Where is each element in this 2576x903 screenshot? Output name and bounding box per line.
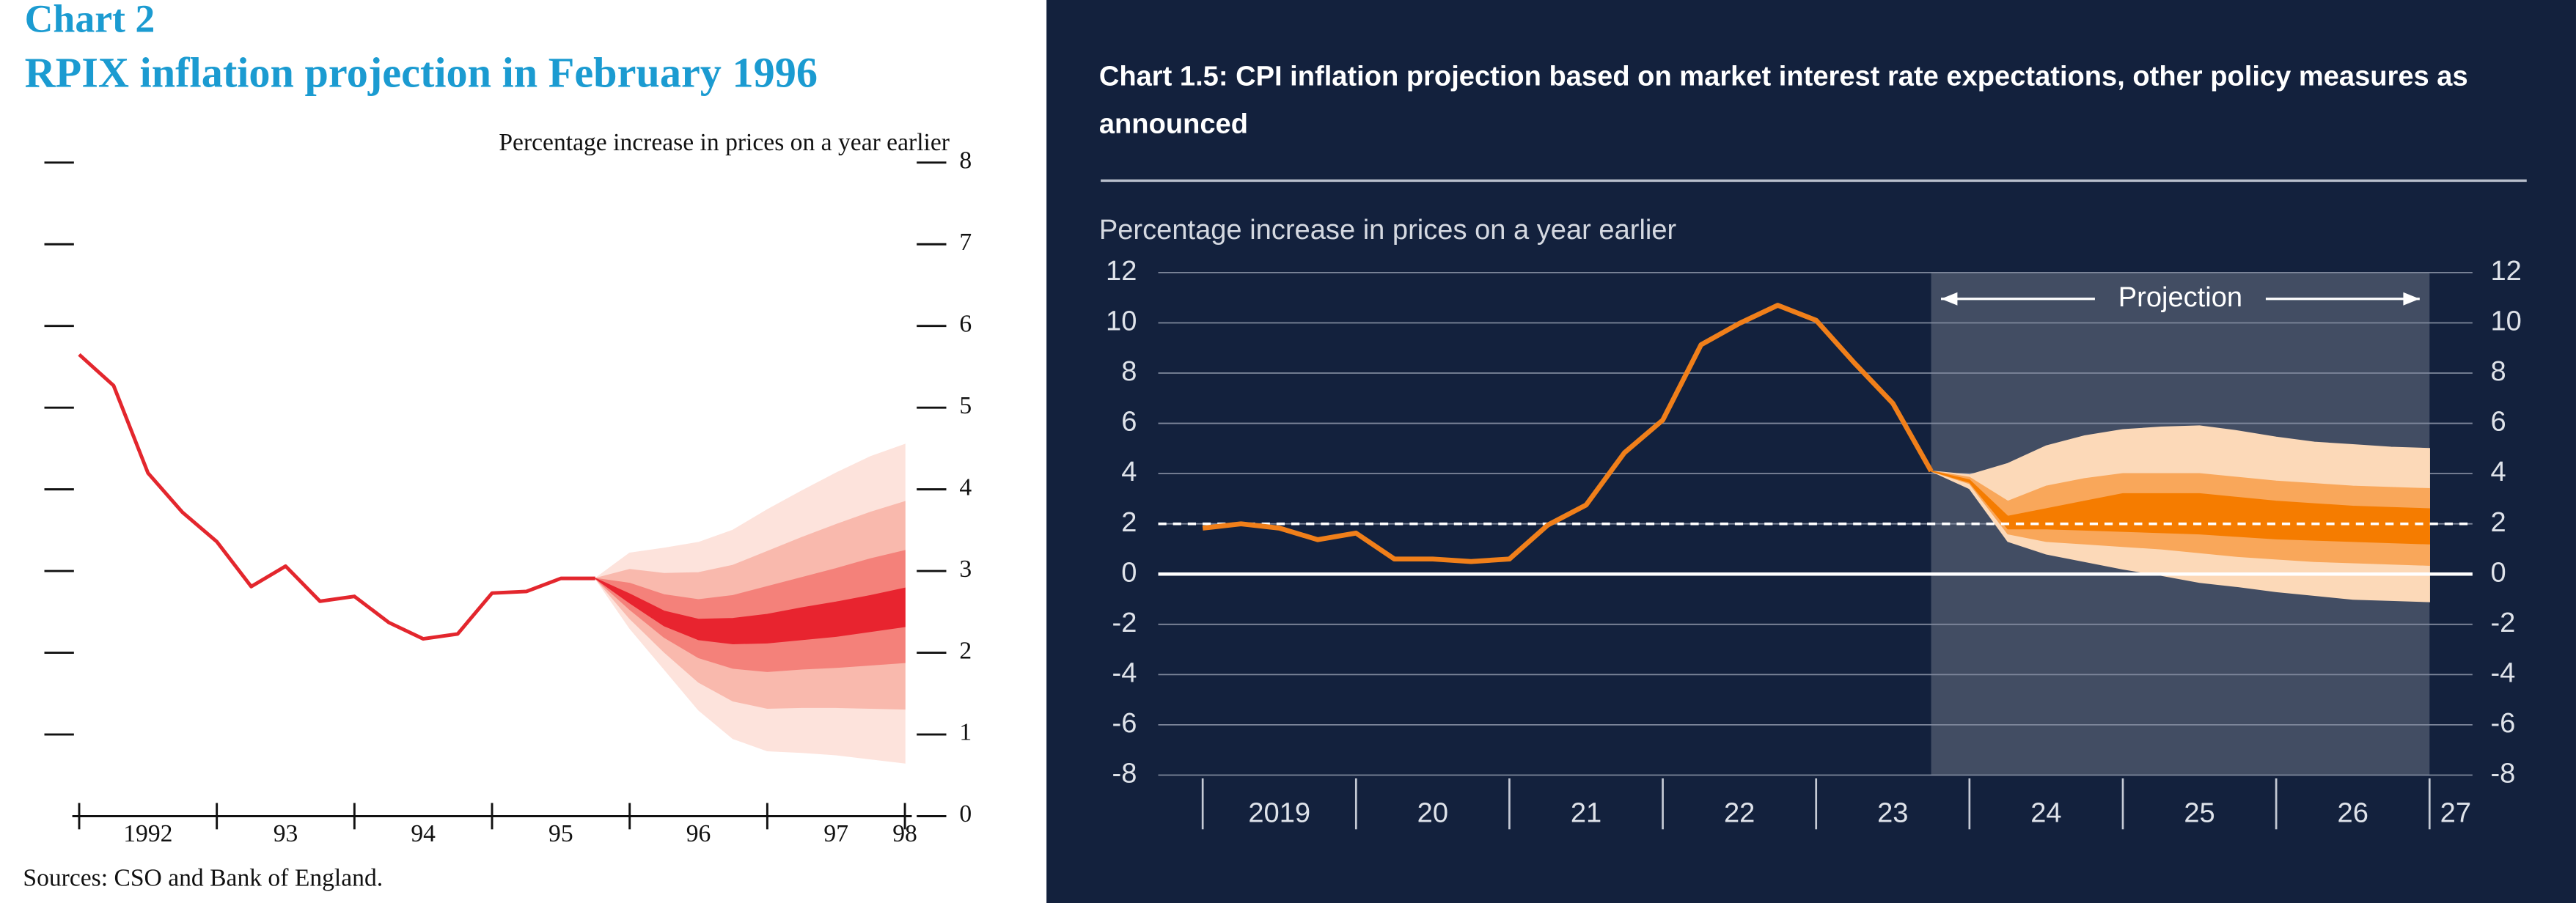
y-tick-label: -8 <box>2490 759 2515 789</box>
y-tick-label: -2 <box>2490 608 2515 638</box>
y-axis-label: Percentage increase in prices on a year … <box>499 129 950 156</box>
arrow-head <box>1941 292 1958 306</box>
x-tick-label: 22 <box>1724 797 1755 828</box>
y-tick-label: 2 <box>1121 507 1137 538</box>
left-chart: Chart 2 RPIX inflation projection in Feb… <box>0 0 1047 903</box>
chart-title: Chart 1.5: CPI inflation projection base… <box>1098 60 2468 140</box>
x-tick-label: 23 <box>1877 797 1908 828</box>
x-tick-label: 97 <box>823 820 848 847</box>
y-tick-label: 6 <box>959 310 972 337</box>
y-tick-label: 0 <box>2490 557 2506 588</box>
y-tick-label: 2 <box>2490 507 2506 538</box>
y-tick-label: -4 <box>2490 657 2515 688</box>
y-tick-label: 6 <box>1121 407 1137 438</box>
y-tick-label: 10 <box>1106 306 1137 337</box>
chart-title: RPIX inflation projection in February 19… <box>25 49 818 97</box>
y-tick-label: 4 <box>1121 457 1137 487</box>
x-tick-label: 27 <box>2440 797 2471 828</box>
y-tick-label: -4 <box>1112 657 1137 688</box>
fan-band <box>595 578 906 644</box>
x-tick-label: 21 <box>1571 797 1601 828</box>
data-line <box>78 353 595 641</box>
y-tick-label: 4 <box>2490 457 2506 487</box>
x-tick-label: 93 <box>274 820 298 847</box>
x-tick-label: 96 <box>686 820 711 847</box>
data-line <box>1202 303 1934 564</box>
y-tick-label: 2 <box>959 637 972 664</box>
y-tick-label: 0 <box>959 800 972 828</box>
x-tick-label: 20 <box>1417 797 1448 828</box>
y-tick-label: 12 <box>2490 256 2521 287</box>
source-note: Sources: CSO and Bank of England. <box>23 865 383 892</box>
y-tick-label: 8 <box>1121 356 1137 387</box>
y-tick-label: -2 <box>1112 608 1137 638</box>
y-tick-label: 4 <box>959 473 972 501</box>
x-tick-label: 26 <box>2338 797 2368 828</box>
x-tick-label: 98 <box>892 820 917 847</box>
chart-title-box: Chart 1.5: CPI inflation projection base… <box>1098 60 2468 140</box>
x-tick-label: 2019 <box>1248 797 1310 828</box>
right-chart: Chart 1.5: CPI inflation projection base… <box>1046 0 2576 903</box>
fan-band <box>1931 471 2430 545</box>
y-tick-label: -8 <box>1112 759 1137 789</box>
x-tick-label: 95 <box>548 820 573 847</box>
y-tick-label: -6 <box>1112 708 1137 739</box>
y-tick-label: 10 <box>2490 306 2521 337</box>
y-tick-label: -6 <box>2490 708 2515 739</box>
y-tick-label: 1 <box>959 719 972 746</box>
y-tick-label: 12 <box>1106 256 1137 287</box>
y-tick-label: 7 <box>959 229 972 256</box>
y-tick-label: 6 <box>2490 407 2506 438</box>
y-tick-label: 8 <box>959 147 972 174</box>
x-tick-label: 94 <box>411 820 436 847</box>
y-tick-label: 0 <box>1121 557 1137 588</box>
x-tick-label: 1992 <box>123 820 172 847</box>
chart-number: Chart 2 <box>25 0 155 41</box>
projection-label: Projection <box>2118 282 2242 313</box>
x-tick-label: 25 <box>2184 797 2214 828</box>
arrow-head <box>2403 292 2420 306</box>
y-axis-label: Percentage increase in prices on a year … <box>1099 215 1677 246</box>
x-tick-label: 24 <box>2030 797 2061 828</box>
y-tick-label: 3 <box>959 556 972 583</box>
y-tick-label: 8 <box>2490 356 2506 387</box>
y-tick-label: 5 <box>959 392 972 419</box>
